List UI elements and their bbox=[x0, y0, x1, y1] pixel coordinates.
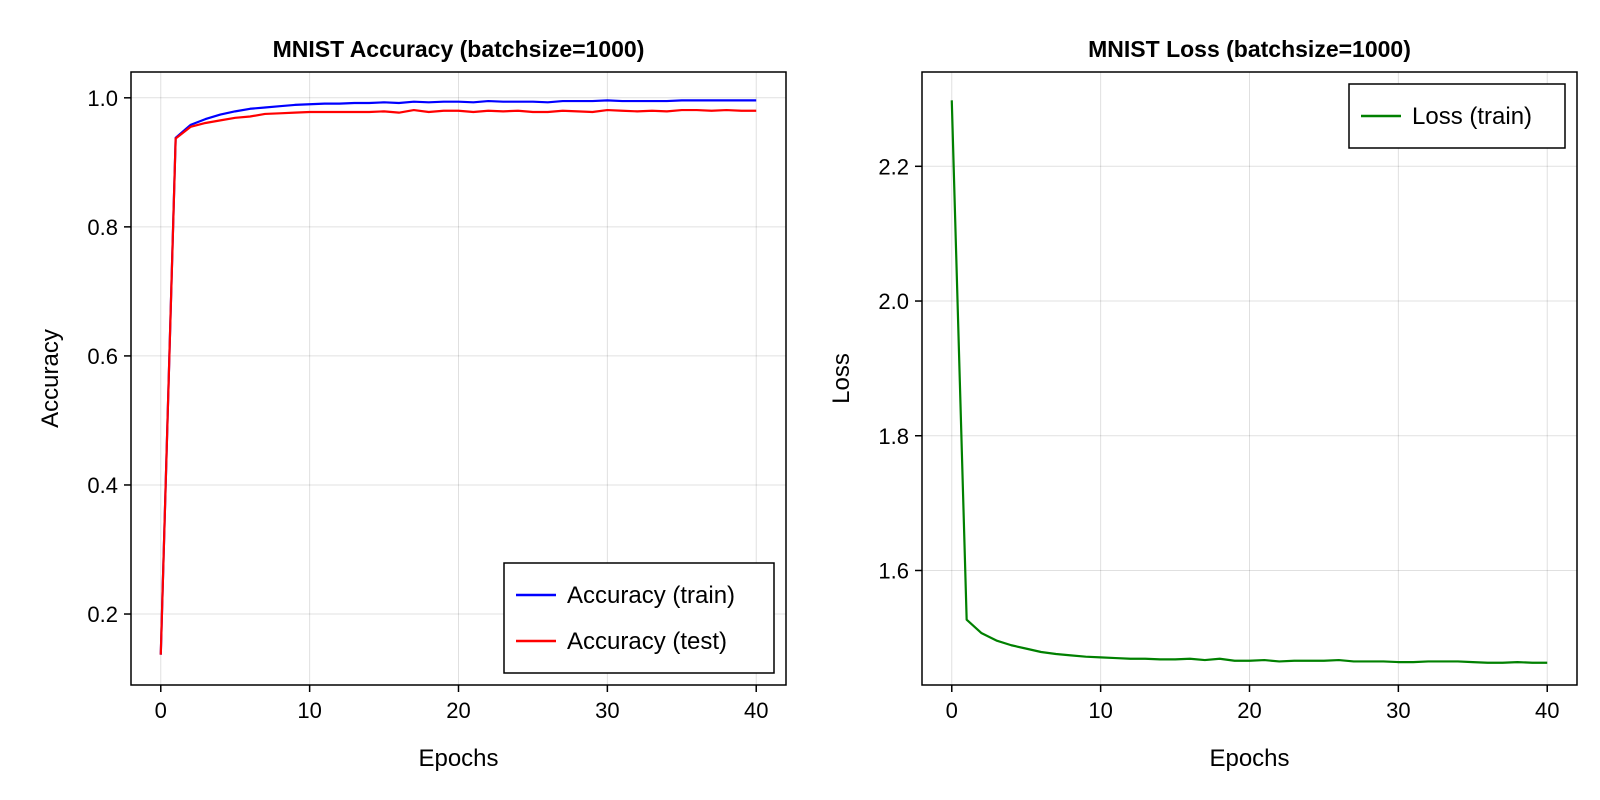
x-tick-label: 0 bbox=[946, 698, 958, 723]
y-tick-label: 0.2 bbox=[87, 602, 118, 627]
x-tick-label: 0 bbox=[155, 698, 167, 723]
y-tick-label: 1.0 bbox=[87, 86, 118, 111]
legend-label-0: Accuracy (train) bbox=[567, 582, 735, 609]
legend: Accuracy (train) Accuracy (test) bbox=[503, 562, 775, 674]
y-tick-label: 2.0 bbox=[878, 289, 909, 314]
x-tick-label: 10 bbox=[297, 698, 321, 723]
x-tick-label: 20 bbox=[446, 698, 470, 723]
x-tick-label: 40 bbox=[744, 698, 768, 723]
x-tick-label: 30 bbox=[1386, 698, 1410, 723]
y-tick-label: 1.6 bbox=[878, 558, 909, 583]
series-line-1 bbox=[159, 108, 757, 655]
x-tick-label: 30 bbox=[595, 698, 619, 723]
x-axis-label: Epochs bbox=[1209, 745, 1289, 772]
plot-area bbox=[922, 72, 1577, 685]
y-tick-label: 2.2 bbox=[878, 154, 909, 179]
legend-box bbox=[503, 562, 775, 674]
y-axis-label: Accuracy bbox=[37, 329, 64, 428]
accuracy-chart: 0 10 20 30 40 0.2 0.4 0.6 0.8 1.0 MNIST Accuracy (… bbox=[37, 36, 787, 772]
x-axis-label: Epochs bbox=[418, 745, 498, 772]
y-axis-label: Loss bbox=[828, 353, 855, 404]
loss-chart: 0 10 20 30 40 1.6 1.8 2.0 2.2 MNIST Loss (batchsi… bbox=[828, 36, 1578, 772]
x-tick-label: 40 bbox=[1535, 698, 1559, 723]
legend-label-1: Accuracy (test) bbox=[567, 628, 727, 655]
x-tick-label: 20 bbox=[1237, 698, 1261, 723]
legend: Loss (train) bbox=[1348, 83, 1566, 149]
chart-title: MNIST Loss (batchsize=1000) bbox=[1088, 36, 1411, 62]
y-tick-label: 0.6 bbox=[87, 344, 118, 369]
y-tick-label: 0.4 bbox=[87, 473, 118, 498]
series-line-0 bbox=[159, 99, 757, 655]
legend-label-0: Loss (train) bbox=[1412, 103, 1532, 130]
y-tick-label: 1.8 bbox=[878, 424, 909, 449]
series-line-0 bbox=[950, 100, 1548, 664]
chart-title: MNIST Accuracy (batchsize=1000) bbox=[273, 36, 645, 62]
y-tick-label: 0.8 bbox=[87, 215, 118, 240]
x-tick-label: 10 bbox=[1088, 698, 1112, 723]
